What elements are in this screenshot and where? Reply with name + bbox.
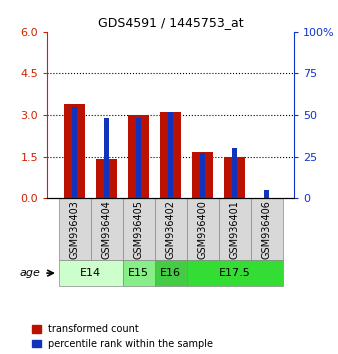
Bar [251,198,283,260]
Text: E17.5: E17.5 [219,268,251,278]
Bar [91,198,123,260]
Text: age: age [20,268,41,278]
Bar [58,198,91,260]
Bar [64,104,85,198]
Bar [219,198,251,260]
Bar [200,153,205,198]
Bar [155,260,187,286]
Bar [224,156,245,198]
Bar [136,118,141,198]
Bar [123,198,155,260]
Bar [233,148,237,198]
Bar [72,107,77,198]
Bar [104,118,109,198]
Bar [58,260,123,286]
Text: E16: E16 [160,268,181,278]
Bar [160,112,181,198]
Bar [168,112,173,198]
Bar [128,115,149,198]
Bar [155,198,187,260]
Bar [96,159,117,198]
Bar [192,153,213,198]
Bar [187,260,283,286]
Bar [123,260,155,286]
Text: E15: E15 [128,268,149,278]
Bar [264,190,269,198]
Bar [187,198,219,260]
Text: E14: E14 [80,268,101,278]
Title: GDS4591 / 1445753_at: GDS4591 / 1445753_at [98,16,243,29]
Legend: transformed count, percentile rank within the sample: transformed count, percentile rank withi… [32,324,213,349]
